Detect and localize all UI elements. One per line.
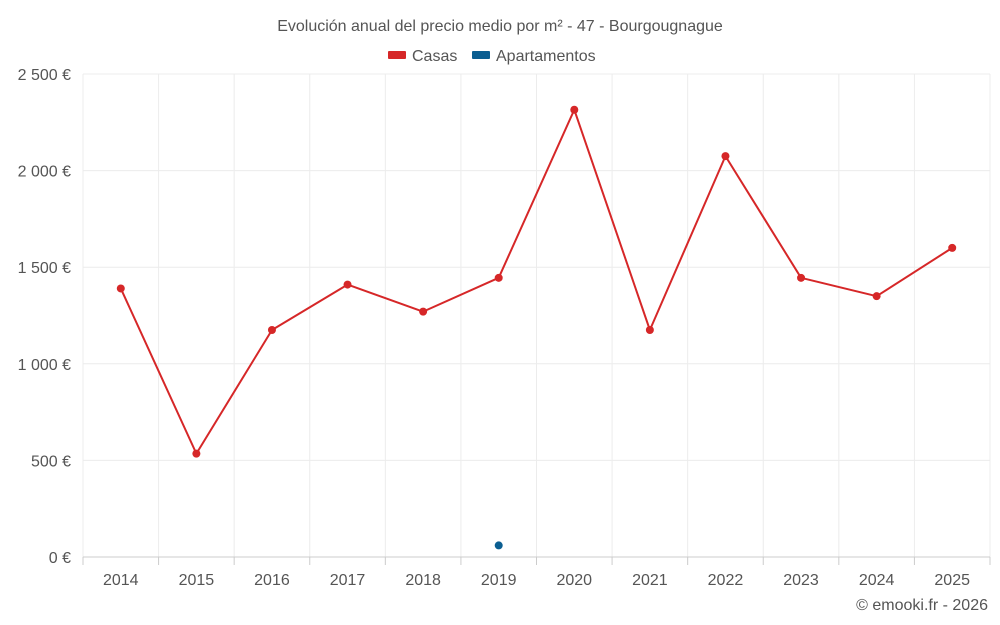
- x-tick-label: 2019: [481, 572, 517, 589]
- data-point-casas-2015[interactable]: [192, 449, 201, 458]
- x-tick-label: 2020: [556, 572, 592, 589]
- y-tick-label: 0 €: [49, 550, 71, 567]
- y-tick-label: 1 500 €: [18, 260, 71, 277]
- x-tick-label: 2024: [859, 572, 895, 589]
- series-line-casas: [119, 108, 953, 455]
- legend: Casas Apartamentos: [388, 48, 596, 65]
- x-tick-label: 2016: [254, 572, 290, 589]
- x-tick-label: 2015: [179, 572, 215, 589]
- data-point-casas-2019[interactable]: [494, 273, 503, 282]
- data-point-casas-2024[interactable]: [872, 292, 881, 301]
- data-point-casas-2023[interactable]: [797, 273, 806, 282]
- credit-text: © emooki.fr - 2026: [856, 597, 988, 614]
- data-point-casas-2020[interactable]: [570, 105, 579, 114]
- data-point-apartamentos-2019[interactable]: [494, 541, 503, 550]
- y-tick-label: 2 000 €: [18, 164, 71, 181]
- grid-layer: [82, 73, 991, 557]
- data-point-casas-2014[interactable]: [116, 284, 125, 293]
- legend-item-apartamentos[interactable]: Apartamentos: [472, 48, 596, 65]
- axis-layer: 0 € 500 € 1 000 € 1 500 € 2 000 € 2 500 € 2014…: [18, 67, 991, 589]
- y-tick-label: 1 000 €: [18, 357, 71, 374]
- legend-swatch-apartamentos: [472, 51, 490, 59]
- legend-item-casas[interactable]: Casas: [388, 48, 457, 65]
- data-point-casas-2025[interactable]: [948, 243, 957, 252]
- data-point-casas-2017[interactable]: [343, 280, 352, 289]
- x-tick-label: 2017: [330, 572, 366, 589]
- data-point-casas-2018[interactable]: [419, 307, 428, 316]
- x-tick-label: 2022: [708, 572, 744, 589]
- y-tick-label: 2 500 €: [18, 67, 71, 84]
- x-tick-label: 2014: [103, 572, 139, 589]
- legend-label-casas: Casas: [412, 48, 457, 65]
- x-tick-label: 2018: [405, 572, 441, 589]
- data-point-casas-2021[interactable]: [645, 325, 654, 334]
- x-tick-label: 2025: [934, 572, 970, 589]
- legend-label-apartamentos: Apartamentos: [496, 48, 596, 65]
- data-point-casas-2016[interactable]: [267, 325, 276, 334]
- legend-swatch-casas: [388, 51, 406, 59]
- x-tick-label: 2021: [632, 572, 668, 589]
- x-tick-label: 2023: [783, 572, 819, 589]
- chart-title: Evolución anual del precio medio por m² …: [277, 18, 723, 35]
- data-point-casas-2022[interactable]: [721, 152, 730, 161]
- y-tick-label: 500 €: [31, 453, 71, 470]
- series-layer: [116, 105, 957, 550]
